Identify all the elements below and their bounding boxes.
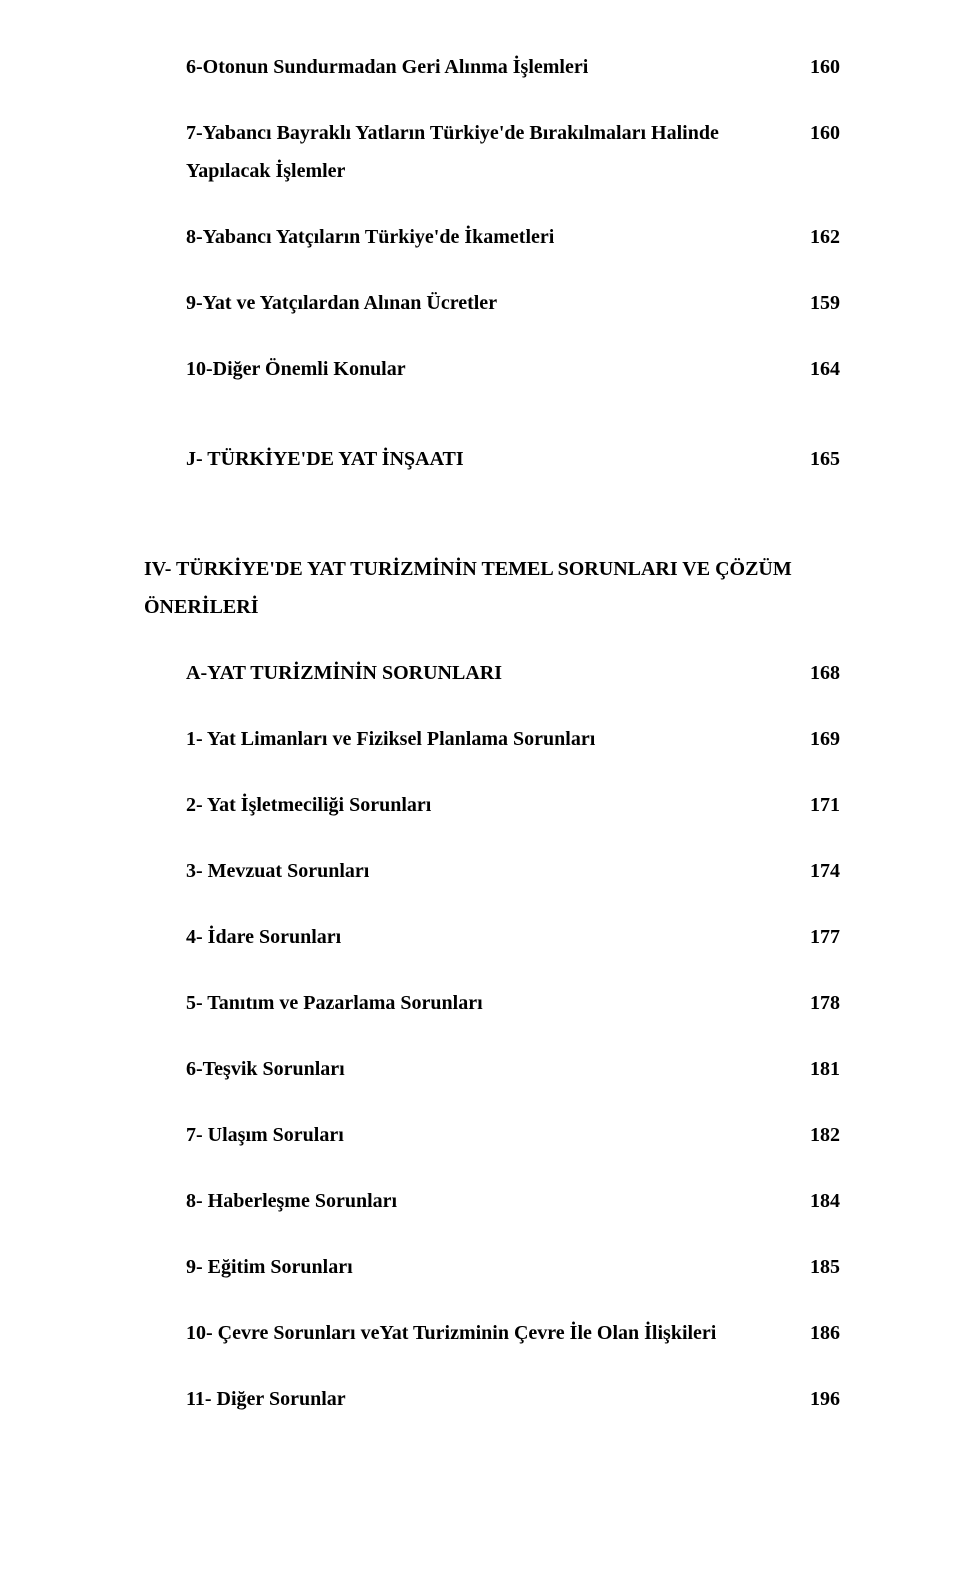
toc-page: 186 <box>800 1314 840 1352</box>
toc-label: 6-Otonun Sundurmadan Geri Alınma İşlemle… <box>186 48 800 86</box>
toc-page: 160 <box>800 114 840 152</box>
toc-page: 168 <box>800 654 840 692</box>
toc-section-heading: IV- TÜRKİYE'DE YAT TURİZMİNİN TEMEL SORU… <box>144 550 840 626</box>
toc-entry: 11- Diğer Sorunlar 196 <box>144 1380 840 1418</box>
toc-entry: 1- Yat Limanları ve Fiziksel Planlama So… <box>144 720 840 758</box>
toc-page: 185 <box>800 1248 840 1286</box>
toc-page: 181 <box>800 1050 840 1088</box>
toc-entry: 2- Yat İşletmeciliği Sorunları 171 <box>144 786 840 824</box>
toc-entry-heading: J- TÜRKİYE'DE YAT İNŞAATI 165 <box>144 440 840 478</box>
toc-label: 6-Teşvik Sorunları <box>186 1050 800 1088</box>
toc-page: 178 <box>800 984 840 1022</box>
toc-entry: 6-Teşvik Sorunları 181 <box>144 1050 840 1088</box>
toc-label: J- TÜRKİYE'DE YAT İNŞAATI <box>186 440 800 478</box>
toc-label: 9- Eğitim Sorunları <box>186 1248 800 1286</box>
toc-label: 8- Haberleşme Sorunları <box>186 1182 800 1220</box>
toc-label: 11- Diğer Sorunlar <box>186 1380 800 1418</box>
toc-label: 7- Ulaşım Soruları <box>186 1116 800 1154</box>
toc-entry-heading: A-YAT TURİZMİNİN SORUNLARI 168 <box>144 654 840 692</box>
toc-page: 177 <box>800 918 840 956</box>
toc-label: 3- Mevzuat Sorunları <box>186 852 800 890</box>
toc-page: 182 <box>800 1116 840 1154</box>
toc-entry: 8- Haberleşme Sorunları 184 <box>144 1182 840 1220</box>
toc-page: 196 <box>800 1380 840 1418</box>
toc-entry: 5- Tanıtım ve Pazarlama Sorunları 178 <box>144 984 840 1022</box>
toc-label: 10- Çevre Sorunları veYat Turizminin Çev… <box>186 1314 800 1352</box>
toc-page: 164 <box>800 350 840 388</box>
toc-entry: 3- Mevzuat Sorunları 174 <box>144 852 840 890</box>
toc-label: 10-Diğer Önemli Konular <box>186 350 800 388</box>
toc-label: 5- Tanıtım ve Pazarlama Sorunları <box>186 984 800 1022</box>
toc-entry: 4- İdare Sorunları 177 <box>144 918 840 956</box>
toc-page: 174 <box>800 852 840 890</box>
toc-entry: 6-Otonun Sundurmadan Geri Alınma İşlemle… <box>144 48 840 86</box>
toc-entry: 7- Ulaşım Soruları 182 <box>144 1116 840 1154</box>
toc-label: IV- TÜRKİYE'DE YAT TURİZMİNİN TEMEL SORU… <box>144 558 792 618</box>
toc-label: 7-Yabancı Bayraklı Yatların Türkiye'de B… <box>186 114 800 190</box>
toc-page: 169 <box>800 720 840 758</box>
toc-entry: 7-Yabancı Bayraklı Yatların Türkiye'de B… <box>144 114 840 190</box>
toc-entry: 9- Eğitim Sorunları 185 <box>144 1248 840 1286</box>
toc-label: 9-Yat ve Yatçılardan Alınan Ücretler <box>186 284 800 322</box>
toc-entry: 8-Yabancı Yatçıların Türkiye'de İkametle… <box>144 218 840 256</box>
toc-label: 2- Yat İşletmeciliği Sorunları <box>186 786 800 824</box>
toc-page: 184 <box>800 1182 840 1220</box>
toc-label: 1- Yat Limanları ve Fiziksel Planlama So… <box>186 720 800 758</box>
toc-label: 8-Yabancı Yatçıların Türkiye'de İkametle… <box>186 218 800 256</box>
toc-label: A-YAT TURİZMİNİN SORUNLARI <box>186 654 800 692</box>
toc-entry: 10- Çevre Sorunları veYat Turizminin Çev… <box>144 1314 840 1352</box>
toc-page: 162 <box>800 218 840 256</box>
toc-page: 159 <box>800 284 840 322</box>
toc-label: 4- İdare Sorunları <box>186 918 800 956</box>
toc-page: 165 <box>800 440 840 478</box>
toc-entry: 9-Yat ve Yatçılardan Alınan Ücretler 159 <box>144 284 840 322</box>
toc-page: 160 <box>800 48 840 86</box>
toc-entry: 10-Diğer Önemli Konular 164 <box>144 350 840 388</box>
toc-page: 171 <box>800 786 840 824</box>
